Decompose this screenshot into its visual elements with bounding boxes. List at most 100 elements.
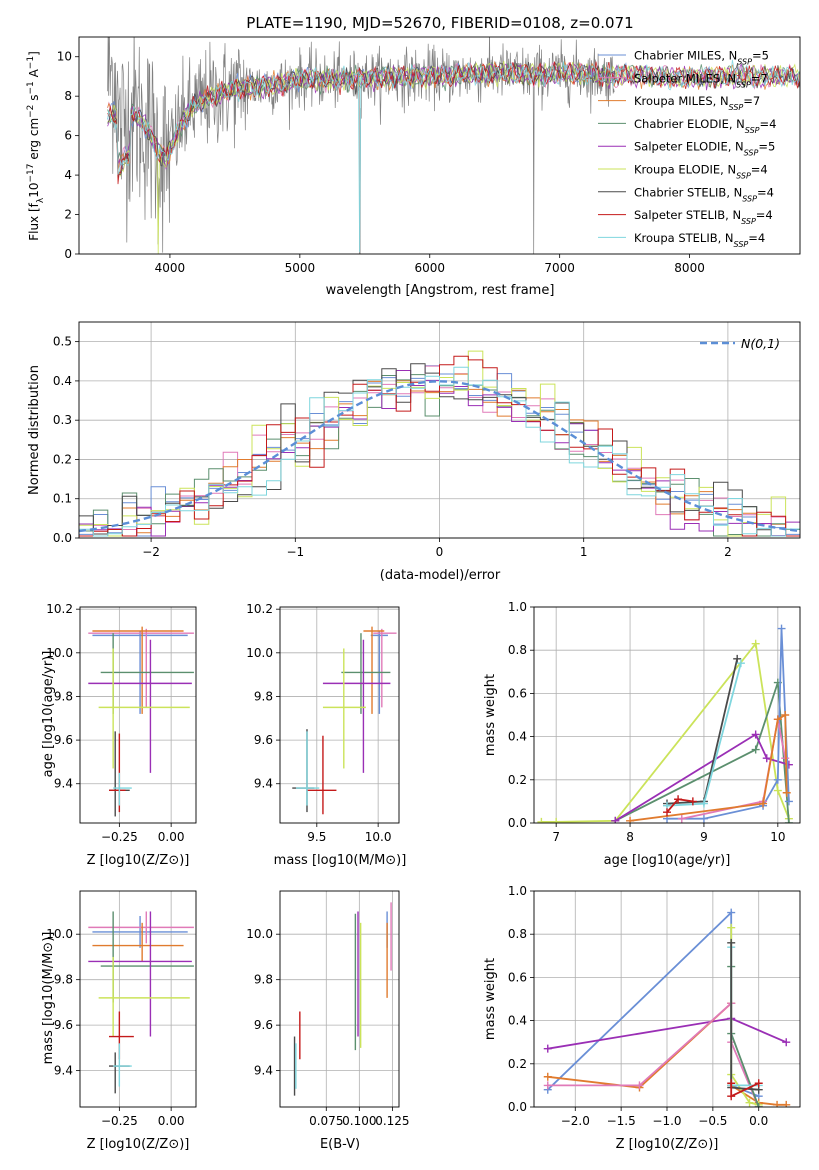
y-tick-label: 0.4 — [53, 374, 72, 388]
residuals-xlabel: (data-model)/error — [380, 568, 501, 583]
point-salpeter-miles — [88, 911, 194, 944]
age_vs_Z-xlabel: Z [log10(Z/Z⊙)] — [87, 853, 190, 868]
marker-kroupa-elodie — [745, 1098, 754, 1107]
x-tick-label: −0.25 — [101, 830, 138, 844]
x-tick-label: 5000 — [285, 261, 316, 275]
mass_vs_ebv-plot-area — [293, 902, 392, 1096]
y-tick-label: 10.2 — [246, 602, 273, 616]
y-tick-label: 0 — [64, 247, 72, 261]
y-tick-label: 0.2 — [53, 452, 72, 466]
spectrum-legend: Chabrier MILES, NSSP=5 Salpeter MILES, NS… — [598, 49, 776, 248]
y-tick-label: 0.4 — [508, 730, 527, 744]
legend-entry-gaussian: N(0,1) — [741, 336, 780, 351]
y-tick-label: 0.2 — [508, 773, 527, 787]
gaussian-curve — [79, 380, 800, 533]
weight_vs_age-ylabel: mass weight — [483, 674, 498, 756]
marker-salpeter-elodie — [782, 1038, 791, 1047]
x-tick-label: 4000 — [155, 261, 186, 275]
panel-residuals: −2 −1 0 1 2 0.0 0.1 0.2 0.3 0.4 0.5 N(0,1) (data-mod… — [27, 321, 801, 583]
y-tick-label: 9.4 — [254, 1064, 273, 1078]
y-tick-label: 9.8 — [254, 689, 273, 703]
y-tick-label: 0.0 — [508, 816, 527, 830]
y-tick-label: 0.8 — [508, 927, 527, 941]
marker-chabrier-stelib — [727, 938, 736, 947]
x-tick-label: −2.0 — [561, 1114, 590, 1128]
y-tick-label: 0.0 — [53, 531, 72, 545]
weight_vs_age-grid — [534, 606, 800, 824]
point-kroupa-miles — [363, 626, 385, 714]
y-tick-label: 9.6 — [54, 1018, 73, 1032]
residuals-ylabel: Normed distribution — [27, 365, 42, 495]
marker-chabrier-miles — [727, 908, 736, 917]
mass_vs_ebv-frame — [279, 890, 400, 1108]
series-chabrier-miles — [667, 628, 790, 820]
x-tick-label: 0.00 — [158, 830, 185, 844]
x-tick-label: −1 — [286, 545, 304, 559]
marker-kroupa-stelib — [736, 659, 745, 668]
point-kroupa-elodie — [98, 956, 190, 1037]
y-tick-label: 2 — [64, 208, 72, 222]
point-kroupa-elodie — [322, 648, 366, 769]
marker-chabrier-elodie — [784, 819, 793, 823]
age_vs_Z-ylabel: age [log10(age/yr)] — [41, 651, 56, 778]
marker-kroupa-miles — [773, 1100, 782, 1107]
point-salpeter-elodie — [88, 911, 192, 1037]
marker-salpeter-elodie — [751, 730, 760, 739]
weight_vs_Z-ylabel: mass weight — [483, 958, 498, 1040]
spectrum-xlabel: wavelength [Angstrom, rest frame] — [326, 283, 555, 298]
marker-chabrier-miles — [777, 624, 786, 633]
model-spectrum-kroupa-stelib — [107, 59, 800, 253]
age_vs_mass-plot-area — [292, 626, 397, 815]
marker-kroupa-elodie — [552, 817, 561, 823]
y-tick-label: 9.4 — [54, 777, 73, 791]
marker-salpeter-stelib — [688, 797, 697, 806]
marker-chabrier-miles — [699, 814, 708, 823]
y-tick-label: 0.2 — [508, 1057, 527, 1071]
weight_vs_Z-plot-area — [543, 908, 791, 1107]
marker-salpeter-stelib — [727, 1092, 736, 1101]
age_vs_mass-frame — [279, 606, 400, 824]
residuals-plot-area — [79, 350, 800, 537]
age_vs_mass-xlabel: mass [log10(M/M⊙)] — [274, 853, 407, 868]
spectrum-frame — [78, 36, 801, 255]
y-tick-label: 10.2 — [46, 602, 73, 616]
mass_vs_Z-ylabel: mass [log10(M/M⊙)] — [41, 932, 56, 1065]
marker-salpeter-stelib — [663, 808, 671, 817]
marker-kroupa-miles — [543, 1072, 552, 1081]
y-tick-label: 9.4 — [54, 1064, 73, 1078]
point-chabrier-elodie — [341, 633, 391, 714]
weight_vs_Z-xlabel: Z [log10(Z/Z⊙)] — [616, 1137, 719, 1152]
series-kroupa-stelib — [730, 947, 759, 1087]
marker-salpeter-elodie — [543, 1044, 552, 1053]
y-tick-label: 0.1 — [53, 492, 72, 506]
marker-salpeter-miles — [635, 1081, 644, 1090]
series-chabrier-stelib — [730, 942, 759, 1091]
marker-kroupa-elodie — [537, 817, 546, 823]
y-tick-label: 10 — [57, 50, 72, 64]
legend-entry-salpeter-elodie: Salpeter ELODIE, NSSP=5 — [634, 140, 775, 158]
point-kroupa-stelib — [295, 731, 320, 806]
spectrum-ylabel: Flux [fλ10−17 erg cm−2 s−1 A−1] — [26, 51, 46, 241]
x-tick-label: 0.00 — [158, 1114, 185, 1128]
point-salpeter-elodie — [322, 639, 391, 773]
point-salpeter-stelib — [109, 733, 126, 813]
y-tick-label: 4 — [64, 168, 72, 182]
x-tick-label: 9 — [700, 830, 708, 844]
age_vs_Z-grid — [80, 607, 196, 823]
y-tick-label: 9.4 — [254, 777, 273, 791]
weight_vs_Z-grid — [534, 890, 800, 1108]
marker-chabrier-elodie — [751, 745, 760, 754]
marker-kroupa-miles — [781, 711, 790, 719]
y-tick-label: 0.5 — [53, 335, 72, 349]
legend-entry-salpeter-stelib: Salpeter STELIB, NSSP=4 — [634, 208, 773, 226]
x-tick-label: 0 — [436, 545, 444, 559]
y-tick-label: 0.6 — [508, 686, 527, 700]
weight_vs_age-plot-area — [537, 624, 793, 823]
marker-salpeter-elodie — [762, 754, 771, 763]
y-tick-label: 10.0 — [46, 927, 73, 941]
y-tick-label: 6 — [64, 129, 72, 143]
mass_vs_Z-xlabel: Z [log10(Z/Z⊙)] — [87, 1137, 190, 1152]
y-tick-label: 0.4 — [508, 1014, 527, 1028]
